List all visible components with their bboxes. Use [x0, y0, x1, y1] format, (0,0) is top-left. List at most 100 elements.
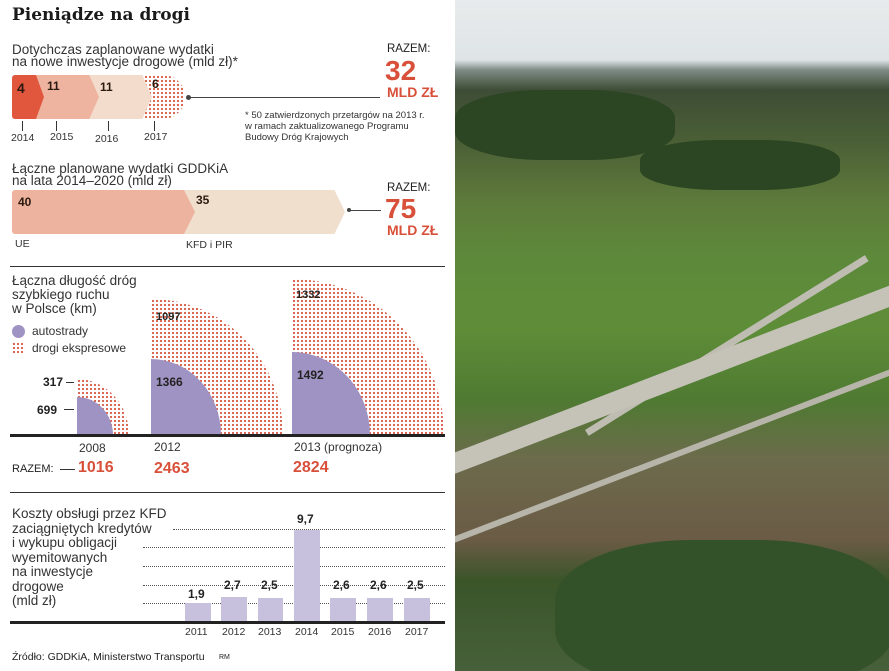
- aerial-road-photo: [455, 0, 889, 671]
- segment-2015: [34, 75, 99, 119]
- total-unit: MLD ZŁ: [387, 84, 439, 100]
- footnote-line: * 50 zatwierdzonych przetargów na 2013 r…: [245, 110, 425, 121]
- total-unit: MLD ZŁ: [387, 222, 439, 238]
- section4-subtitle: Koszty obsługi przez KFD zaciągniętych k…: [12, 506, 167, 609]
- subtitle-line: Koszty obsługi przez KFD: [12, 506, 167, 521]
- gridline: [173, 529, 445, 530]
- year-label: 2016: [368, 626, 392, 638]
- segment-caption: UE: [15, 238, 30, 250]
- segment-value: 4: [17, 80, 25, 96]
- year-label: 2012: [154, 440, 181, 454]
- page-title: Pieniądze na drogi: [12, 5, 190, 25]
- subtitle-line: zaciągniętych kredytów: [12, 520, 152, 536]
- source-note: Źródło: GDDKiA, Ministerstwo Transportu: [12, 651, 205, 663]
- value-ekspresowe: 317: [43, 375, 64, 389]
- road-curve: [585, 255, 869, 436]
- year-label: 2013 (prognoza): [294, 440, 383, 454]
- legend-label: drogi ekspresowe: [32, 341, 127, 355]
- arrow-up-icon: [22, 121, 23, 131]
- section1-subtitle: Dotychczas zaplanowane wydatki na nowe i…: [12, 42, 238, 69]
- bar-value: 1,9: [188, 587, 205, 601]
- forest-area: [640, 140, 840, 190]
- pointer-dot-icon: [186, 95, 191, 100]
- total-label: RAZEM:: [387, 43, 431, 55]
- arrow-up-icon: [108, 121, 109, 131]
- subtitle-line: Łączna długość dróg: [12, 273, 137, 288]
- year-label: 2017: [144, 131, 168, 143]
- legend-swatch-ekspresowe: [12, 342, 25, 354]
- segment-value: 40: [18, 195, 32, 209]
- legend-swatch-autostrady: [12, 325, 25, 338]
- year-label: 2015: [331, 626, 355, 638]
- footnote-line: Budowy Dróg Krajowych: [245, 132, 349, 143]
- year-label: 2008: [79, 441, 106, 455]
- subtitle-line: Dotychczas zaplanowane wydatki: [12, 42, 214, 57]
- arrow-right-icon: [66, 382, 74, 383]
- bar-value: 2,6: [370, 578, 387, 592]
- section3-subtitle: Łączna długość dróg szybkiego ruchu w Po…: [12, 274, 137, 316]
- baseline: [10, 434, 445, 437]
- pointer-dot-icon: [347, 208, 351, 212]
- subtitle-line: szybkiego ruchu: [12, 287, 110, 302]
- subtitle-line: wyemitowanych: [12, 549, 108, 565]
- value-autostrady: 1492: [297, 368, 324, 382]
- segment-value: 11: [47, 79, 60, 93]
- total-label: RAZEM:: [12, 463, 54, 475]
- segment-caption: KFD i PIR: [186, 239, 233, 251]
- pointer-line: [187, 97, 380, 98]
- year-label: 2014: [295, 626, 319, 638]
- forest-area: [455, 90, 675, 160]
- bar-2017: [404, 598, 430, 622]
- segment-value: 6: [152, 77, 159, 91]
- total-value: 2463: [154, 460, 190, 477]
- subtitle-line: w Polsce (km): [12, 301, 97, 316]
- subtitle-line: na inwestycje: [12, 564, 94, 579]
- year-label: 2013: [258, 626, 282, 638]
- divider: [10, 266, 445, 267]
- segment-value: 35: [196, 193, 210, 207]
- segment-value: 11: [100, 80, 113, 94]
- footnote: * 50 zatwierdzonych przetargów na 2013 r…: [245, 110, 425, 143]
- legend-label: autostrady: [32, 324, 89, 338]
- subtitle-line: i wykupu obligacji: [12, 535, 118, 550]
- footnote-line: w ramach zaktualizowanego Programu: [245, 121, 409, 132]
- subtitle-line: Łączne planowane wydatki GDDKiA: [12, 161, 229, 176]
- arrow-right-icon: [60, 469, 75, 470]
- value-ekspresowe: 1097: [156, 311, 181, 323]
- value-autostrady: 699: [37, 403, 58, 417]
- bar-2014: [294, 530, 320, 622]
- total-value: 2824: [293, 459, 329, 476]
- credit: RM: [219, 654, 230, 661]
- arrow-up-icon: [154, 121, 155, 131]
- bar-value: 2,5: [261, 578, 278, 592]
- subtitle-line: na nowe inwestycje drogowe (mld zł)*: [12, 54, 238, 69]
- bar-value: 2,6: [333, 578, 350, 592]
- bar-2015: [330, 598, 356, 622]
- year-label: 2016: [95, 133, 119, 145]
- bar-value: 9,7: [297, 512, 314, 526]
- bar-value: 2,5: [407, 578, 424, 592]
- year-label: 2015: [50, 131, 74, 143]
- total-label: RAZEM:: [387, 182, 431, 194]
- arrow-up-icon: [56, 121, 57, 131]
- pointer-line: [348, 210, 381, 211]
- bar-2016: [367, 598, 393, 622]
- arrow-right-icon: [64, 409, 74, 410]
- bar-2013: [258, 598, 283, 622]
- divider: [10, 492, 445, 493]
- subtitle-line: na lata 2014–2020 (mld zł): [12, 173, 172, 188]
- infographic-panel: Pieniądze na drogi Dotychczas zaplanowan…: [10, 5, 445, 663]
- bar-2012: [221, 597, 247, 622]
- subtitle-line: (mld zł): [12, 593, 57, 608]
- road-main: [455, 273, 889, 479]
- value-ekspresowe: 1332: [296, 289, 321, 301]
- year-label: 2017: [405, 626, 429, 638]
- total-value: 75: [385, 193, 417, 224]
- baseline: [10, 621, 445, 624]
- total-value: 1016: [78, 459, 114, 476]
- year-label: 2012: [222, 626, 246, 638]
- bar-value: 2,7: [224, 578, 241, 592]
- year-label: 2014: [11, 132, 35, 144]
- total-value: 32: [385, 55, 417, 86]
- subtitle-line: drogowe: [12, 578, 64, 594]
